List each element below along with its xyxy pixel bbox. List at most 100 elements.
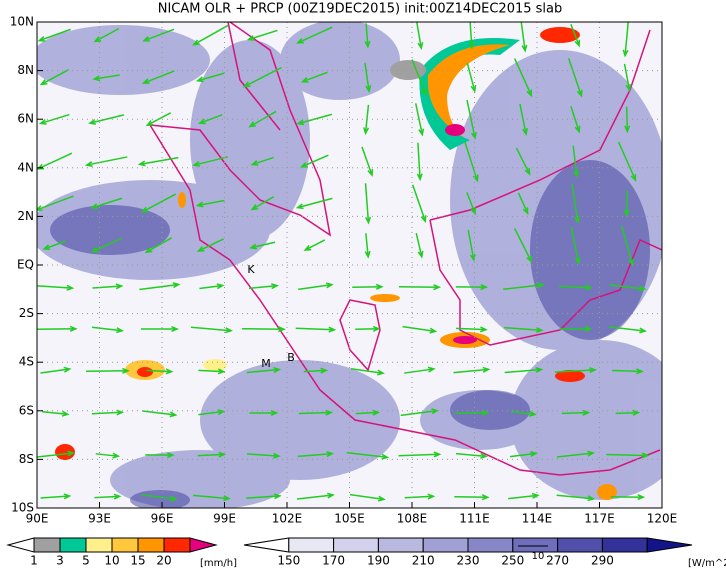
x-tick-label: 102E [272, 512, 303, 526]
legend-swatch [377, 537, 424, 553]
legend-swatch [33, 537, 61, 553]
wind-arrow [398, 451, 442, 458]
wind-arrow [247, 452, 281, 459]
legend-label: 190 [367, 554, 390, 568]
wind-arrow [195, 199, 225, 208]
wind-arrow [520, 22, 528, 53]
wind-arrow [37, 325, 78, 332]
x-tick-label: 111E [459, 512, 490, 526]
wind-arrow [556, 450, 596, 458]
wind-arrow [364, 233, 371, 259]
wind-arrow [455, 452, 488, 459]
wind-arrow [90, 237, 122, 253]
wind-arrow [609, 284, 647, 292]
precip-cells [55, 27, 617, 500]
wind-arrow [137, 156, 179, 167]
legend-label: 270 [546, 554, 569, 568]
wind-arrow [364, 62, 372, 94]
wind-arrow [144, 237, 173, 254]
wind-arrow [346, 451, 390, 460]
graticule [37, 22, 662, 508]
wind-arrow [140, 193, 177, 213]
wind-arrow [572, 145, 580, 179]
wind-arrow [612, 368, 644, 375]
y-tick-label: 6S [19, 403, 34, 417]
station-label: M [261, 357, 271, 370]
wind-arrow [246, 366, 282, 374]
wind-arrow [92, 283, 124, 290]
y-tick-label: 8N [17, 63, 34, 77]
wind-vectors [37, 22, 650, 502]
station-label: B [287, 351, 295, 364]
wind-arrow [296, 492, 335, 500]
y-tick-label: 10N [10, 15, 34, 29]
y-tick-label: EQ [17, 258, 34, 272]
wind-arrow [37, 152, 73, 170]
wind-arrow [295, 197, 333, 210]
wind-arrow [296, 26, 333, 44]
wind-arrow [411, 184, 427, 224]
wind-arrow [300, 71, 328, 83]
wind-arrow [414, 103, 425, 137]
wind-arrow [364, 23, 371, 49]
legend-label: 5 [82, 554, 90, 568]
x-tick-label: 99E [213, 512, 236, 526]
wind-arrow [617, 141, 637, 182]
wind-arrow [504, 326, 544, 334]
legend-label: 170 [322, 554, 345, 568]
wind-arrow [608, 326, 648, 334]
wind-arrow [90, 197, 123, 210]
wind-arrow [198, 368, 226, 375]
wind-arrow [508, 492, 540, 500]
map-field [37, 22, 662, 508]
wind-arrow [250, 156, 274, 166]
legend-swatch [422, 537, 469, 553]
wind-arrow [352, 283, 384, 290]
wind-arrow [249, 241, 276, 250]
wind-arrow [467, 229, 476, 262]
legend-label: 210 [412, 554, 435, 568]
wind-arrow [250, 195, 275, 211]
station-label: K [247, 263, 255, 276]
wind-arrow [92, 74, 120, 82]
wind-arrow [455, 284, 489, 291]
wind-arrow [298, 282, 334, 291]
wind-arrow [355, 409, 381, 416]
wind-arrow [517, 192, 529, 215]
wind-arrow [297, 451, 335, 458]
x-tick-label: 93E [88, 512, 111, 526]
wind-arrow [571, 183, 581, 225]
wind-arrow [299, 154, 329, 168]
wind-arrow [398, 284, 441, 291]
title: NICAM OLR + PRCP (00Z19DEC2015) init:00Z… [158, 2, 563, 17]
wind-arrow [249, 409, 279, 416]
wind-arrow [37, 195, 74, 211]
wind-arrow [622, 22, 629, 58]
legend-swatch [85, 537, 113, 553]
wind-arrow [242, 66, 282, 88]
legend-swatch [137, 537, 165, 553]
wind-arrow [145, 452, 175, 459]
legend-label: 290 [591, 554, 614, 568]
wind-arrow [504, 366, 544, 374]
y-tick-label: 4S [19, 355, 34, 369]
wind-arrow [140, 325, 179, 333]
wind-arrow [454, 494, 490, 501]
legend-label: 20 [156, 554, 171, 568]
wind-arrow [196, 238, 224, 252]
legend-swatch [601, 537, 648, 553]
wind-arrow [416, 142, 423, 182]
wind-arrow [415, 22, 424, 51]
y-tick-label: 6N [17, 112, 34, 126]
wind-arrow [139, 282, 181, 291]
legend-swatch [163, 537, 191, 553]
wind-arrow [466, 192, 477, 216]
wind-arrow [561, 409, 591, 416]
wind-arrow [567, 57, 583, 98]
legend-swatch [59, 537, 87, 553]
legend-swatch [512, 537, 559, 553]
legend-label: 10 [104, 554, 119, 568]
wind-arrow [198, 409, 226, 416]
coastlines [149, 22, 662, 476]
